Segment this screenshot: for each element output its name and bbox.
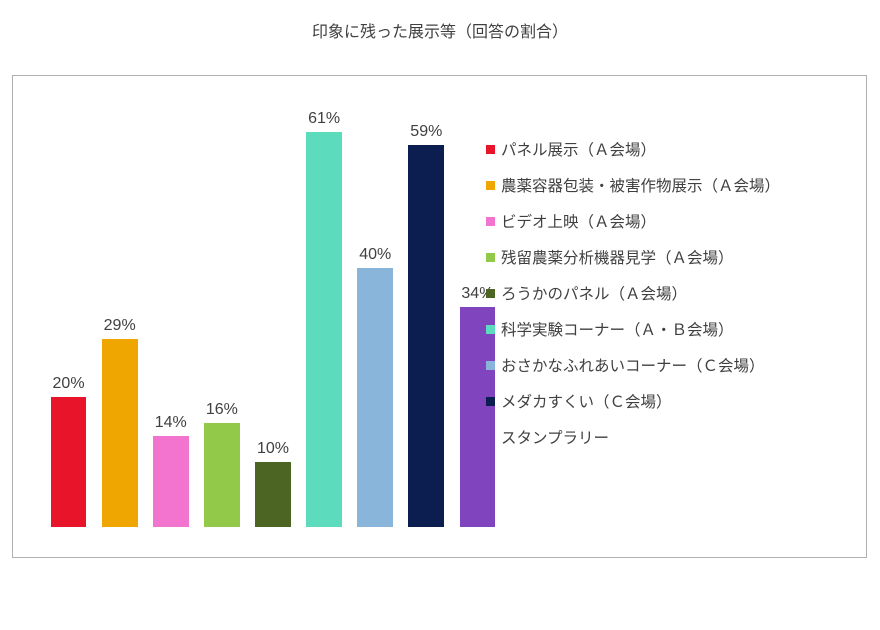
legend-item: ろうかのパネル（Ａ会場）: [486, 275, 836, 311]
bar-value-label: 10%: [247, 440, 298, 458]
bar-value-label: 59%: [401, 123, 452, 141]
legend-item: 科学実験コーナー（Ａ・Ｂ会場）: [486, 311, 836, 347]
legend-swatch: [486, 217, 495, 226]
legend-label: おさかなふれあいコーナー（Ｃ会場）: [501, 354, 765, 376]
legend-swatch: [486, 253, 495, 262]
legend-label: 農薬容器包装・被害作物展示（Ａ会場）: [501, 174, 780, 196]
legend-item: ビデオ上映（Ａ会場）: [486, 203, 836, 239]
legend-label: 残留農薬分析機器見学（Ａ会場）: [501, 246, 734, 268]
bar: [102, 339, 138, 527]
legend-label: ビデオ上映（Ａ会場）: [501, 210, 656, 232]
legend-swatch: [486, 289, 495, 298]
bar: [408, 145, 444, 527]
bar-value-label: 16%: [196, 401, 247, 419]
legend-label: パネル展示（Ａ会場）: [501, 138, 656, 160]
legend-item: パネル展示（Ａ会場）: [486, 131, 836, 167]
legend-label: メダカすくい（Ｃ会場）: [501, 390, 672, 412]
chart-title: 印象に残った展示等（回答の割合）: [0, 18, 880, 42]
bar-slot: 61%: [299, 106, 350, 527]
bar: [255, 462, 291, 527]
chart-frame: 20%29%14%16%10%61%40%59%34% パネル展示（Ａ会場）農薬…: [12, 75, 867, 558]
legend-swatch: [486, 361, 495, 370]
legend-item: 残留農薬分析機器見学（Ａ会場）: [486, 239, 836, 275]
legend-item: メダカすくい（Ｃ会場）: [486, 383, 836, 419]
chart-legend: パネル展示（Ａ会場） 農薬容器包装・被害作物展示（Ａ会場） ビデオ上映（Ａ会場） 残留…: [486, 131, 836, 455]
legend-label: 科学実験コーナー（Ａ・Ｂ会場）: [501, 318, 734, 340]
bar-value-label: 40%: [350, 246, 401, 264]
legend-swatch: [486, 397, 495, 406]
legend-label: ろうかのパネル（Ａ会場）: [501, 282, 687, 304]
bar-slot: 40%: [350, 106, 401, 527]
bar: [153, 436, 189, 527]
legend-item: おさかなふれあいコーナー（Ｃ会場）: [486, 347, 836, 383]
legend-swatch: [486, 433, 495, 442]
bar-slot: 59%: [401, 106, 452, 527]
bar-slot: 16%: [196, 106, 247, 527]
bar-slot: 14%: [145, 106, 196, 527]
bar: [357, 268, 393, 527]
bar-value-label: 29%: [94, 317, 145, 335]
bar-value-label: 20%: [43, 375, 94, 393]
legend-item: スタンプラリー: [486, 419, 836, 455]
legend-swatch: [486, 145, 495, 154]
bar-value-label: 61%: [299, 110, 350, 128]
bar: [51, 397, 87, 527]
legend-swatch: [486, 325, 495, 334]
bar: [306, 132, 342, 527]
bar-value-label: 14%: [145, 414, 196, 432]
legend-label: スタンプラリー: [501, 426, 609, 448]
bar-slot: 20%: [43, 106, 94, 527]
chart-plot-area: 20%29%14%16%10%61%40%59%34%: [43, 106, 503, 527]
bar-slot: 29%: [94, 106, 145, 527]
legend-swatch: [486, 181, 495, 190]
legend-item: 農薬容器包装・被害作物展示（Ａ会場）: [486, 167, 836, 203]
bar-slot: 10%: [247, 106, 298, 527]
bar: [204, 423, 240, 527]
